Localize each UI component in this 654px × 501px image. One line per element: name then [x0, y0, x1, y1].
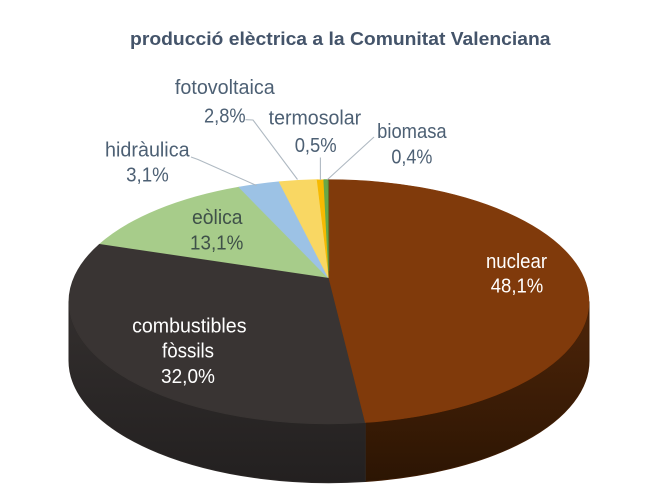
- svg-text:48,1%: 48,1%: [491, 276, 544, 298]
- svg-text:combustibles: combustibles: [132, 316, 246, 338]
- svg-text:producció elèctrica a la Comun: producció elèctrica a la Comunitat Valen…: [130, 29, 552, 49]
- svg-text:nuclear: nuclear: [486, 251, 547, 273]
- svg-text:32,0%: 32,0%: [161, 366, 215, 388]
- svg-text:2,8%: 2,8%: [204, 106, 246, 128]
- svg-text:fòssils: fòssils: [162, 341, 214, 363]
- svg-text:termosolar: termosolar: [269, 108, 362, 130]
- svg-text:eòlica: eòlica: [192, 207, 243, 229]
- svg-text:0,4%: 0,4%: [391, 147, 432, 169]
- svg-text:3,1%: 3,1%: [126, 164, 169, 186]
- svg-text:biomasa: biomasa: [377, 121, 447, 143]
- svg-text:hidràulica: hidràulica: [105, 140, 190, 162]
- svg-text:0,5%: 0,5%: [295, 135, 337, 157]
- svg-text:13,1%: 13,1%: [190, 233, 243, 255]
- svg-text:fotovoltaica: fotovoltaica: [175, 77, 276, 99]
